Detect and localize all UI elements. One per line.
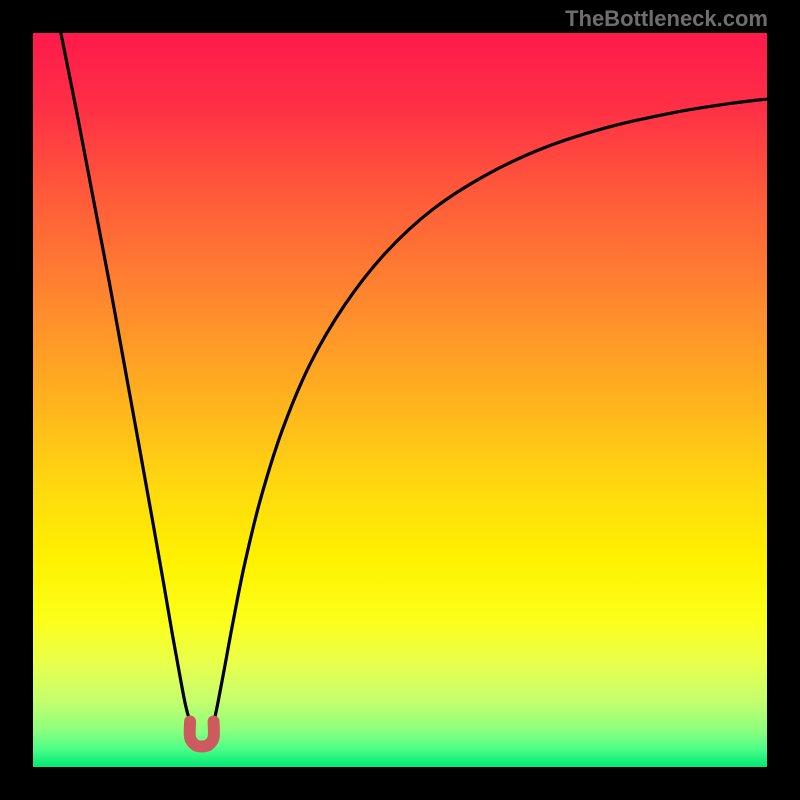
curve-layer bbox=[33, 33, 767, 767]
watermark-text: TheBottleneck.com bbox=[565, 6, 768, 32]
plot-area bbox=[33, 33, 767, 767]
bottleneck-curve-right bbox=[214, 99, 767, 720]
bottleneck-curve-left bbox=[61, 33, 189, 720]
chart-frame: TheBottleneck.com bbox=[0, 0, 800, 800]
optimal-dip-marker bbox=[190, 721, 214, 746]
